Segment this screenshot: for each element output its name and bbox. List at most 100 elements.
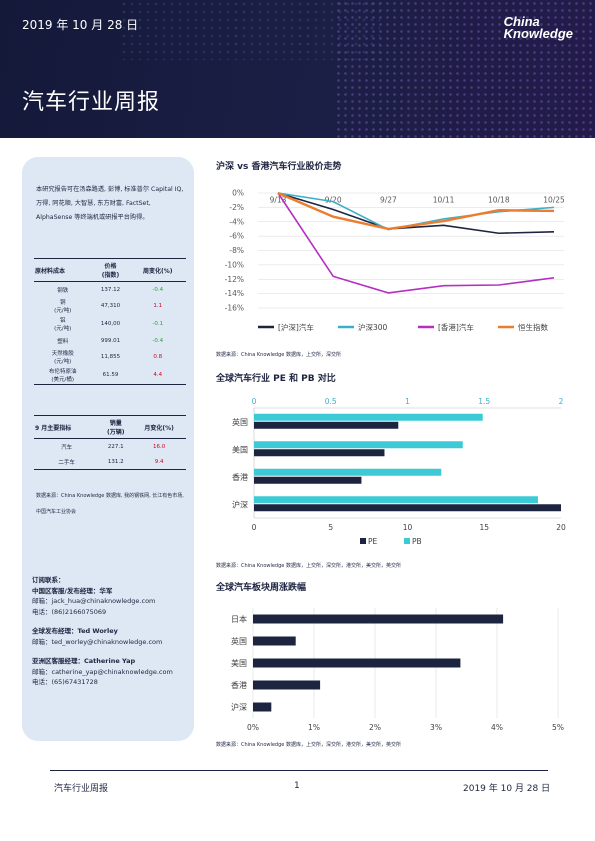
row-value: 999.01 — [100, 337, 121, 344]
row-change: 16.0 — [153, 443, 166, 450]
col-header-change: 周变化(%) — [143, 267, 173, 275]
bottom-axis-tick-label: 20 — [556, 523, 566, 532]
legend-label: PB — [412, 537, 422, 546]
legend-swatch — [360, 538, 366, 544]
row-change: -0.4 — [152, 337, 164, 344]
table-row: 二手车 131.2 9.4 — [34, 454, 186, 470]
x-tick-label: 2% — [369, 723, 381, 732]
bottom-axis-tick-label: 0 — [252, 523, 257, 532]
x-tick-label: 4% — [491, 723, 503, 732]
contacts-heading: 订阅联系： — [32, 576, 65, 584]
contact-email: 邮箱：catherine_yap@chinaknowledge.com — [32, 667, 173, 676]
chart1-source: 数据来源：China Knowledge 数据库，上交所，深交所 — [216, 352, 341, 358]
contact-title: 亚洲区客服经理：Catherine Yap — [32, 657, 136, 665]
col-header-price: 价格 (指数) — [101, 263, 120, 279]
sidebar-source-note: 数据来源：China Knowledge 数据库, 我的钢铁网, 长江有色市场,… — [36, 493, 184, 515]
footer-title: 汽车行业周报 — [54, 784, 109, 794]
table-row: 铝 (元/吨) 140,00 -0.1 — [34, 315, 186, 333]
row-value: 137.12 — [100, 286, 121, 293]
contact-group: 亚洲区客服经理：Catherine Yap 邮箱：catherine_yap@ch… — [32, 656, 192, 688]
y-tick-label: -16% — [225, 304, 244, 313]
y-tick-label: 0% — [232, 189, 244, 198]
table-row: 塑料 999.01 -0.4 — [34, 333, 186, 348]
y-tick-label: -2% — [229, 203, 244, 212]
x-tick-label: 1% — [308, 723, 320, 732]
table-row: 布伦特原油 (美元/桶) 61.59 4.4 — [34, 366, 186, 385]
series-line — [277, 192, 555, 294]
category-label: 英国 — [232, 417, 248, 427]
decorative-dot-pattern — [335, 0, 595, 138]
row-value: 227.1 — [107, 443, 124, 450]
pb-bar — [254, 468, 442, 476]
y-tick-label: -4% — [229, 217, 244, 226]
row-value: 140,00 — [100, 321, 121, 327]
report-title: 汽车行业周报 — [22, 90, 161, 115]
header-banner: 2019 年 10 月 28 日 China Knowledge 汽车行业周报 — [0, 0, 595, 138]
contact-group: 全球发布经理：Ted Worley 邮箱：ted_worley@chinaknow… — [32, 626, 192, 647]
row-value: 131.2 — [107, 458, 124, 465]
row-change: 0.8 — [153, 354, 163, 360]
col-header-volume: 销量 (万辆) — [107, 420, 125, 436]
materials-table: 原材料成本 价格 (指数) 周变化(%) 钢铁 137.12 -0.4 铜 (元/吨)… — [34, 258, 186, 385]
chart3-title: 全球汽车板块周涨跌幅 — [216, 583, 307, 593]
table-row: 铜 (元/吨) 47,310 1.1 — [34, 297, 186, 315]
row-change: -0.4 — [152, 286, 164, 293]
row-value: 61.59 — [102, 372, 119, 378]
contact-title: 全球发布经理：Ted Worley — [32, 627, 118, 635]
x-tick-label: 10/18 — [488, 195, 510, 204]
legend-label: [沪深]汽车 — [278, 322, 314, 332]
top-axis-tick-label: 2 — [559, 397, 564, 406]
table-row: 天然橡胶 (元/吨) 11,855 0.8 — [34, 348, 186, 366]
table-header-row: 原材料成本 价格 (指数) 周变化(%) — [34, 258, 186, 282]
legend-label: [香港]汽车 — [438, 322, 474, 332]
bar — [253, 702, 272, 712]
legend-swatch — [404, 538, 410, 544]
pe-bar — [254, 421, 399, 429]
contact-group: 中国区客服/发布经理：华军 邮箱：jack_hua@chinaknowledge.… — [32, 586, 192, 618]
category-label: 香港 — [232, 472, 248, 482]
x-tick-label: 0% — [247, 723, 259, 732]
col-header-monthly-change: 月变化(%) — [144, 424, 174, 432]
top-axis-tick-label: 1.5 — [478, 397, 490, 406]
bar — [253, 636, 296, 646]
bottom-axis-tick-label: 10 — [403, 523, 413, 532]
bottom-axis-tick-label: 5 — [328, 523, 333, 532]
x-tick-label: 9/20 — [325, 195, 342, 204]
category-label: 日本 — [231, 614, 247, 624]
report-date: 2019 年 10 月 28 日 — [22, 18, 139, 32]
legend-label: 恒生指数 — [518, 322, 548, 332]
pe-bar — [254, 476, 362, 484]
top-axis-tick-label: 0 — [252, 397, 257, 406]
row-label: 二手车 — [58, 459, 75, 466]
row-value: 47,310 — [100, 303, 121, 309]
legend-label: PE — [368, 537, 378, 546]
row-label: 布伦特原油 (美元/桶) — [48, 369, 77, 383]
category-label: 英国 — [231, 636, 247, 646]
x-tick-label: 3% — [430, 723, 442, 732]
series-line — [277, 191, 555, 231]
contact-phone: 电话：(86)2166075069 — [32, 607, 107, 616]
contact-email: 邮箱：ted_worley@chinaknowledge.com — [32, 637, 163, 646]
bottom-axis-tick-label: 15 — [479, 523, 489, 532]
contact-title: 中国区客服/发布经理：华军 — [32, 586, 113, 595]
bar — [253, 658, 461, 668]
y-tick-label: -12% — [225, 275, 244, 284]
page-number: 1 — [294, 781, 300, 791]
col-header-indicator: 9 月主要指标 — [35, 424, 72, 432]
subscription-contacts: 订阅联系： 中国区客服/发布经理：华军 邮箱：jack_hua@chinaknow… — [32, 575, 192, 688]
row-change: 4.4 — [153, 372, 163, 378]
pe-bar — [254, 504, 561, 512]
sidebar-panel: 本研究报告可在汤森路透, 彭博, 标准普尔 Capital IQ, 万得, 同花… — [22, 157, 194, 741]
x-tick-label: 10/25 — [543, 195, 565, 204]
x-tick-label: 9/13 — [270, 195, 287, 204]
table-header-row: 9 月主要指标 销量 (万辆) 月变化(%) — [34, 415, 186, 439]
chart2-title: 全球汽车行业 PE 和 PB 对比 — [216, 374, 336, 384]
row-label: 铝 (元/吨) — [54, 318, 72, 332]
x-tick-label: 9/27 — [380, 195, 397, 204]
series-line — [277, 192, 555, 235]
x-tick-label: 5% — [552, 723, 564, 732]
bar — [253, 680, 321, 690]
x-tick-label: 10/11 — [433, 195, 455, 204]
